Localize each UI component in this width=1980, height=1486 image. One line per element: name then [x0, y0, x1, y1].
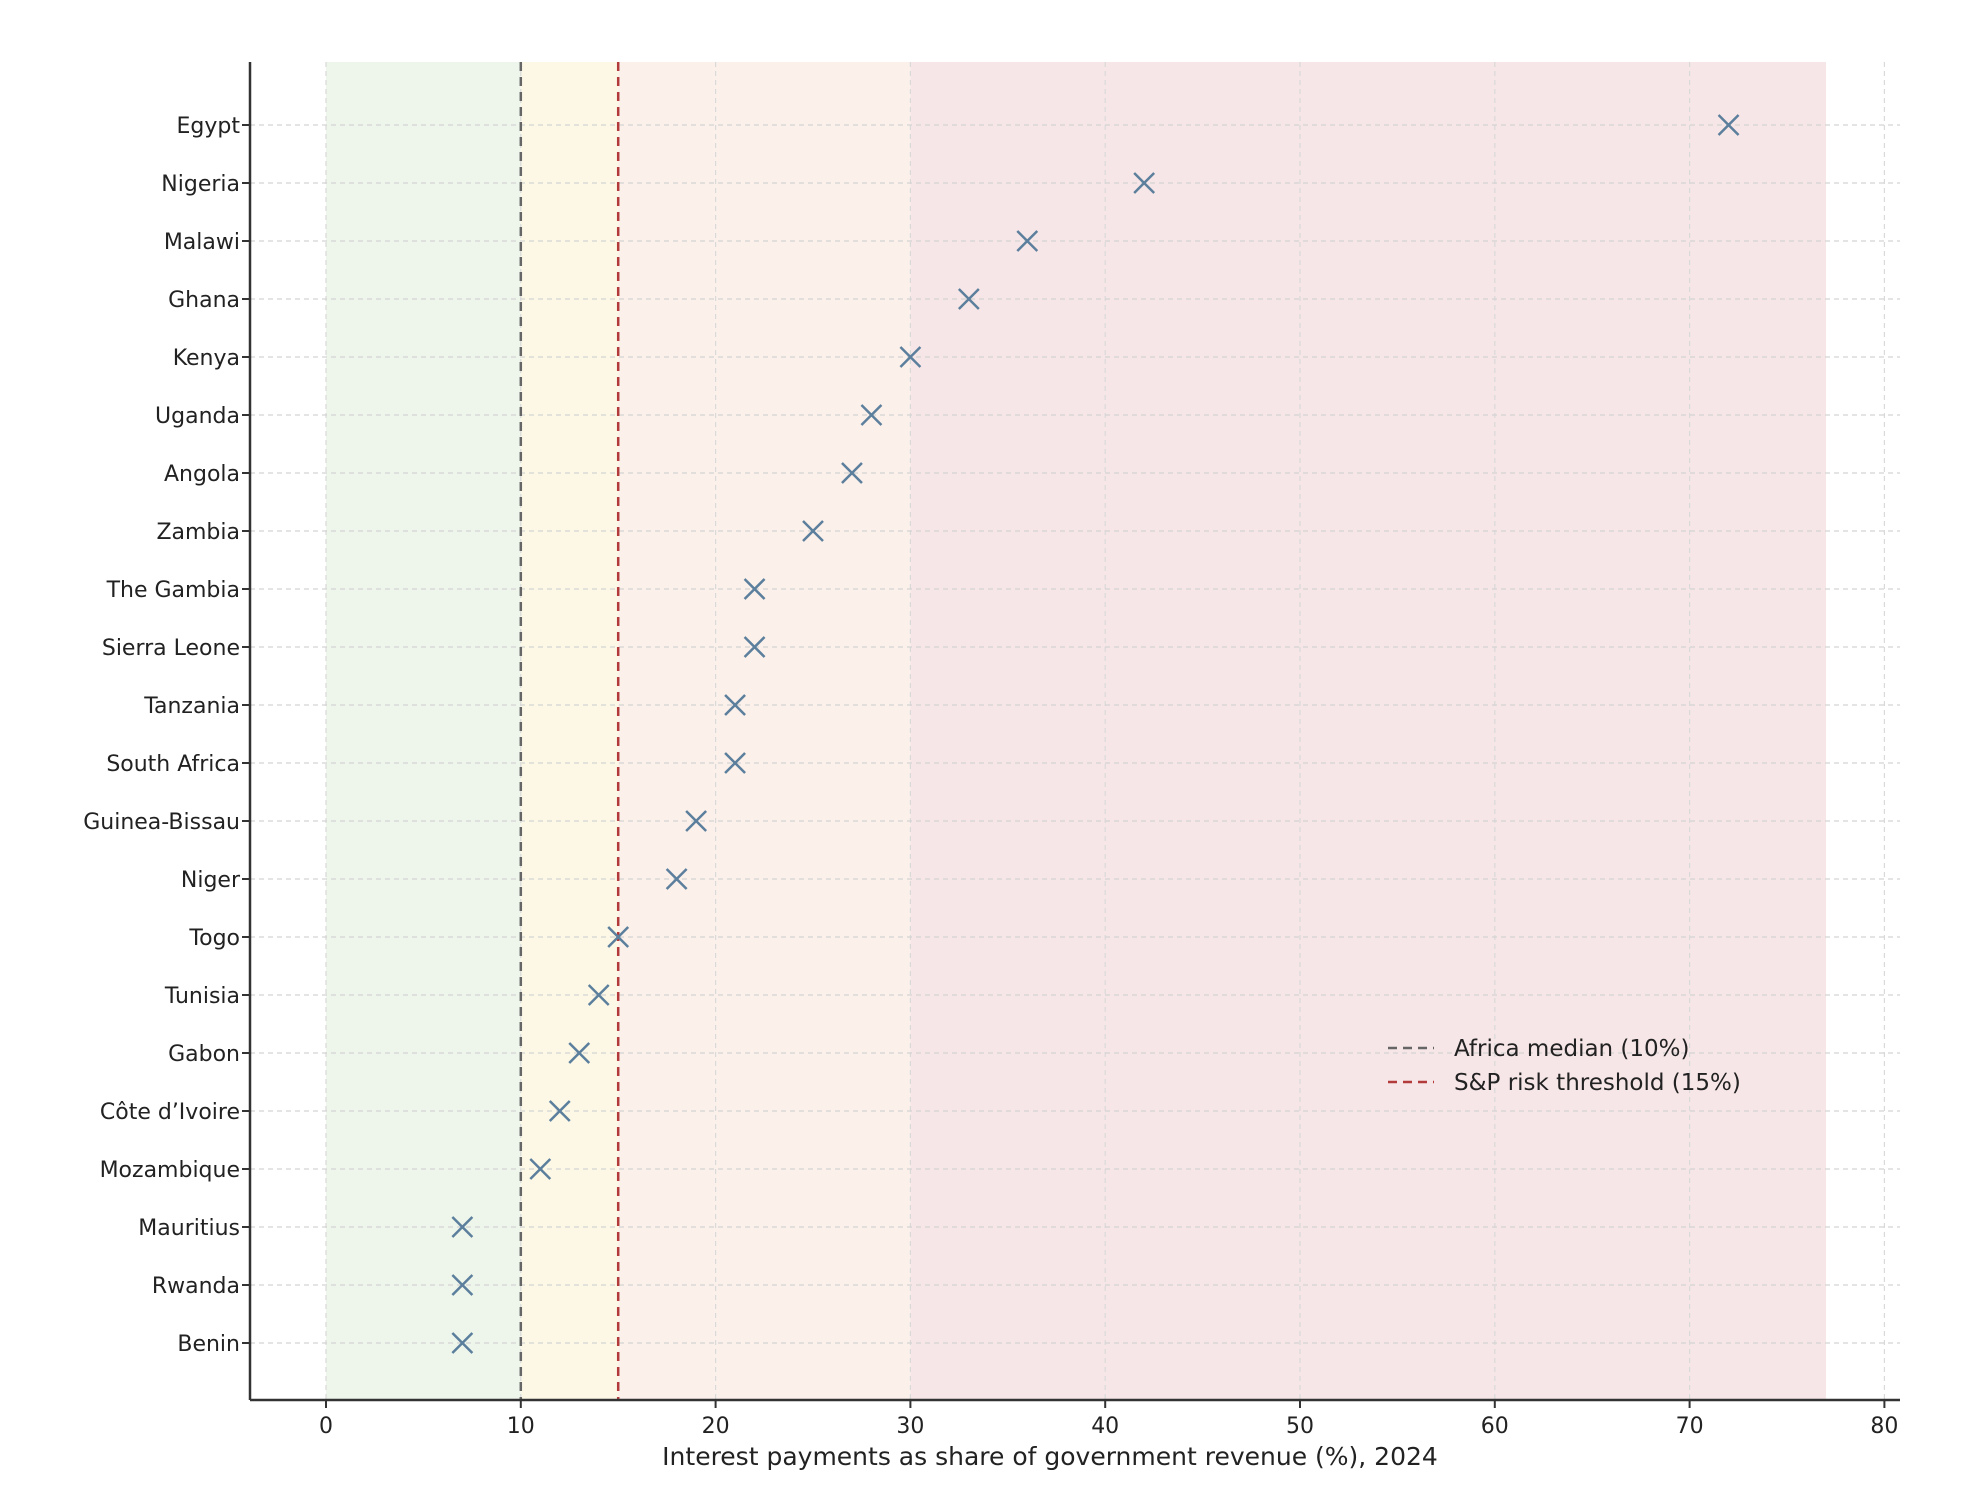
risk-band-1: [520, 62, 619, 1400]
legend-label-sp-threshold: S&P risk threshold (15%): [1454, 1070, 1741, 1096]
y-tick-label: Togo: [188, 926, 240, 951]
y-tick-label: Uganda: [155, 404, 240, 429]
data-markers: [451, 114, 1740, 1354]
y-tick-label: South Africa: [106, 752, 240, 777]
x-axis-ticks: 0 10 20 30 40 50 60 70 80: [319, 1400, 1898, 1439]
data-point-uganda: [860, 404, 883, 426]
risk-band-0: [326, 62, 521, 1400]
y-tick-label: Guinea-Bissau: [83, 810, 240, 835]
x-tick-label: 40: [1091, 1414, 1119, 1439]
y-tick-label: Tanzania: [143, 694, 240, 719]
data-point-ghana: [957, 288, 980, 310]
marker-stroke: [1133, 172, 1156, 194]
marker-stroke: [899, 346, 922, 368]
risk-bands: [326, 62, 1826, 1400]
marker-stroke: [665, 868, 688, 890]
marker-stroke: [548, 1100, 571, 1122]
marker-stroke: [587, 984, 610, 1006]
x-tick-label: 70: [1676, 1414, 1704, 1439]
y-tick-label: Sierra Leone: [102, 636, 240, 661]
marker-stroke: [841, 462, 863, 484]
y-tick-label: Niger: [181, 868, 241, 893]
x-tick-label: 10: [507, 1414, 535, 1439]
marker-stroke: [568, 1042, 591, 1064]
marker-stroke: [607, 926, 630, 948]
y-tick-label: Côte d’Ivoire: [100, 1100, 240, 1125]
data-point-togo: [607, 926, 630, 948]
marker-stroke: [724, 752, 746, 774]
data-point-nigeria: [1133, 172, 1156, 194]
y-tick-label: Malawi: [164, 230, 240, 255]
y-tick-label: Zambia: [156, 520, 240, 545]
data-point-gabon: [568, 1042, 591, 1064]
risk-band-3: [910, 62, 1826, 1400]
risk-band-2: [618, 62, 911, 1400]
data-point-mauritius: [451, 1216, 474, 1238]
x-tick-label: 80: [1870, 1414, 1898, 1439]
marker-stroke: [724, 694, 746, 716]
marker-stroke: [451, 1274, 474, 1296]
y-tick-label: The Gambia: [106, 578, 240, 603]
data-point-c-te-d-ivoire: [548, 1100, 571, 1122]
y-tick-label: Kenya: [173, 346, 240, 371]
marker-stroke: [957, 288, 980, 310]
data-point-benin: [451, 1332, 474, 1354]
x-axis-title: Interest payments as share of government…: [662, 1442, 1438, 1471]
y-tick-label: Benin: [177, 1332, 240, 1357]
x-tick-label: 20: [702, 1414, 730, 1439]
data-point-rwanda: [451, 1274, 474, 1296]
y-tick-label: Mauritius: [138, 1216, 240, 1241]
y-tick-label: Tunisia: [164, 984, 240, 1009]
reference-lines: [519, 62, 620, 1400]
y-tick-label: Egypt: [177, 114, 241, 139]
marker-stroke: [451, 1216, 474, 1238]
data-point-niger: [665, 868, 688, 890]
x-tick-label: 50: [1286, 1414, 1314, 1439]
x-tick-label: 60: [1481, 1414, 1509, 1439]
data-point-egypt: [1717, 114, 1740, 136]
y-tick-label: Mozambique: [100, 1158, 240, 1183]
y-axis-ticks: Egypt Nigeria Malawi Ghana Kenya Uganda Angola…: [83, 114, 250, 1357]
marker-stroke: [802, 520, 824, 542]
marker-stroke: [685, 810, 708, 832]
data-point-tunisia: [587, 984, 610, 1006]
axes: [248, 62, 1900, 1402]
y-tick-label: Rwanda: [152, 1274, 240, 1299]
legend: Africa median (10%) S&P risk threshold (…: [1388, 1036, 1741, 1096]
data-point-the-gambia: [743, 578, 766, 600]
x-tick-label: 0: [319, 1414, 333, 1439]
y-tick-label: Angola: [164, 462, 240, 487]
data-point-zambia: [802, 520, 824, 542]
y-tick-label: Gabon: [168, 1042, 240, 1067]
marker-stroke: [860, 404, 883, 426]
y-tick-label: Nigeria: [161, 172, 240, 197]
data-point-sierra-leone: [743, 636, 766, 658]
data-point-tanzania: [724, 694, 746, 716]
data-point-south-africa: [724, 752, 746, 774]
horizontal-gridlines: [250, 124, 1900, 1344]
x-tick-label: 30: [896, 1414, 924, 1439]
marker-stroke: [743, 636, 766, 658]
marker-stroke: [1717, 114, 1740, 136]
marker-stroke: [451, 1332, 474, 1354]
marker-stroke: [743, 578, 766, 600]
data-point-mozambique: [529, 1158, 552, 1180]
y-tick-label: Ghana: [168, 288, 240, 313]
marker-stroke: [1016, 230, 1039, 252]
legend-label-africa-median: Africa median (10%): [1454, 1036, 1690, 1062]
data-point-kenya: [899, 346, 922, 368]
data-point-guinea-bissau: [685, 810, 708, 832]
data-point-angola: [841, 462, 863, 484]
marker-stroke: [529, 1158, 552, 1180]
data-point-malawi: [1016, 230, 1039, 252]
